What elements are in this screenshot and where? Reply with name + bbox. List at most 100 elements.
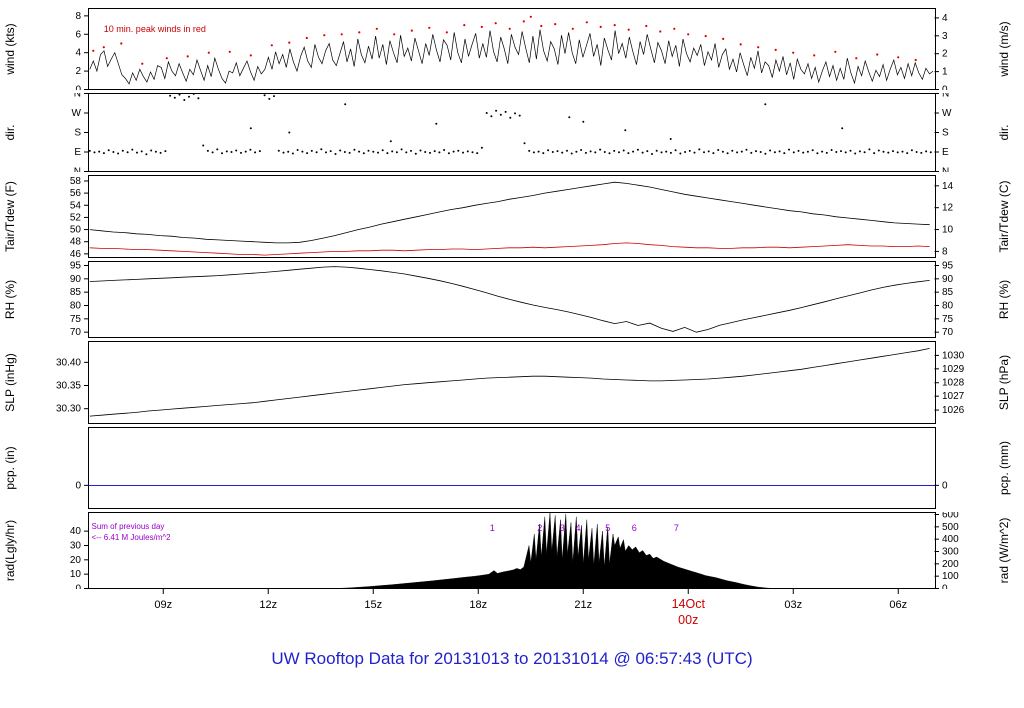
svg-text:10: 10	[70, 569, 82, 580]
svg-text:30.35: 30.35	[56, 381, 81, 392]
svg-text:40: 40	[70, 526, 82, 537]
svg-text:75: 75	[70, 314, 82, 325]
svg-text:N: N	[74, 93, 81, 100]
svg-text:95: 95	[70, 261, 82, 272]
svg-text:rad (W/m^2): rad (W/m^2)	[997, 518, 1011, 584]
svg-text:58: 58	[70, 176, 82, 187]
svg-text:200: 200	[942, 559, 959, 570]
svg-text:N: N	[942, 93, 949, 100]
svg-text:N: N	[74, 167, 81, 173]
svg-text:7: 7	[674, 523, 679, 533]
temp-panel: 58 56 54 52 50 48 46 14 12 10 8 Tair/Tdew (F) Tair/T…	[0, 175, 1024, 258]
svg-text:4: 4	[75, 48, 81, 59]
svg-text:E: E	[74, 147, 81, 158]
svg-text:W: W	[942, 108, 952, 119]
svg-text:75: 75	[942, 314, 954, 325]
svg-text:48: 48	[70, 237, 82, 248]
svg-text:rad(Lgly/hr): rad(Lgly/hr)	[3, 520, 17, 581]
svg-text:0: 0	[75, 85, 81, 91]
svg-text:wind (m/s): wind (m/s)	[997, 21, 1011, 77]
svg-text:09z: 09z	[154, 599, 172, 611]
svg-text:<-- 6.41 M Joules/m^2: <-- 6.41 M Joules/m^2	[92, 533, 172, 542]
svg-text:W: W	[72, 108, 82, 119]
svg-text:8: 8	[75, 11, 81, 22]
svg-text:30.30: 30.30	[56, 404, 81, 415]
svg-text:0: 0	[942, 584, 948, 590]
svg-text:0: 0	[75, 480, 81, 491]
svg-text:0: 0	[942, 480, 948, 491]
svg-text:4: 4	[942, 13, 948, 24]
pcp-chart: 0 0 pcp. (in) pcp. (mm)	[3, 427, 1011, 509]
svg-text:wind (kts): wind (kts)	[3, 23, 17, 75]
svg-text:20: 20	[70, 555, 82, 566]
svg-text:0: 0	[75, 584, 81, 590]
pcp-panel: 0 0 pcp. (in) pcp. (mm)	[0, 427, 1024, 509]
svg-text:18z: 18z	[469, 599, 487, 611]
svg-text:14Oct: 14Oct	[672, 597, 706, 611]
svg-text:S: S	[942, 128, 949, 139]
rh-chart: 95 90 85 80 75 70 95 90 85 80 75 70 RH (%) RH (%)	[3, 261, 1011, 338]
svg-text:3: 3	[560, 523, 565, 533]
svg-text:14: 14	[942, 181, 954, 192]
svg-text:Sum of previous day: Sum of previous day	[92, 522, 165, 531]
svg-text:4: 4	[575, 523, 580, 533]
figure: 0 2 4 6 8 0 1 2 3 4 wind (kts) wind (m/s) 10 min. pe…	[0, 8, 1024, 635]
rad-panel: 40 30 20 10 0 600 500 400 300 200 100 0 rad(Lgly/hr)…	[0, 512, 1024, 589]
svg-text:30: 30	[70, 540, 82, 551]
svg-text:10: 10	[942, 225, 954, 236]
svg-text:RH (%): RH (%)	[3, 280, 17, 319]
svg-text:50: 50	[70, 225, 82, 236]
svg-text:SLP (inHg): SLP (inHg)	[3, 353, 17, 411]
svg-text:56: 56	[70, 188, 82, 199]
svg-text:1027: 1027	[942, 391, 965, 402]
x-axis: 09z 12z 15z 18z 21z 14Oct 00z 03z 06z	[0, 589, 1024, 635]
svg-text:52: 52	[70, 212, 82, 223]
svg-text:1026: 1026	[942, 405, 965, 416]
svg-text:21z: 21z	[574, 599, 592, 611]
svg-text:2: 2	[942, 49, 948, 60]
weather-dashboard: 0 2 4 6 8 0 1 2 3 4 wind (kts) wind (m/s) 10 min. pe…	[0, 8, 1024, 669]
svg-text:N: N	[942, 167, 949, 173]
svg-text:90: 90	[70, 274, 82, 285]
slp-panel: 30.40 30.35 30.30 1030 1029 1028 1027 1026 SLP (…	[0, 341, 1024, 424]
svg-text:90: 90	[942, 274, 954, 285]
svg-text:12z: 12z	[259, 599, 277, 611]
svg-text:SLP (hPa): SLP (hPa)	[997, 355, 1011, 410]
svg-text:95: 95	[942, 261, 954, 272]
svg-text:5: 5	[605, 523, 610, 533]
svg-text:6: 6	[75, 29, 81, 40]
svg-text:03z: 03z	[784, 599, 802, 611]
wind-chart: 0 2 4 6 8 0 1 2 3 4 wind (kts) wind (m/s) 10 min. pe…	[3, 8, 1011, 91]
svg-text:10 min. peak winds in red: 10 min. peak winds in red	[104, 24, 206, 34]
svg-text:3: 3	[942, 31, 948, 42]
svg-text:Tair/Tdew (C): Tair/Tdew (C)	[997, 180, 1011, 252]
svg-text:8: 8	[942, 246, 948, 257]
svg-text:85: 85	[942, 287, 954, 298]
svg-text:500: 500	[942, 522, 959, 533]
svg-text:30.40: 30.40	[56, 357, 81, 368]
svg-text:54: 54	[70, 200, 82, 211]
svg-text:80: 80	[70, 301, 82, 312]
wind-panel: 0 2 4 6 8 0 1 2 3 4 wind (kts) wind (m/s) 10 min. pe…	[0, 8, 1024, 90]
x-axis-labels: 09z 12z 15z 18z 21z 14Oct 00z 03z 06z	[154, 589, 907, 627]
rh-panel: 95 90 85 80 75 70 95 90 85 80 75 70 RH (%) RH (%)	[0, 261, 1024, 338]
svg-text:46: 46	[70, 249, 82, 258]
svg-text:1: 1	[942, 67, 948, 78]
svg-text:2: 2	[537, 523, 542, 533]
svg-text:100: 100	[942, 571, 959, 582]
svg-text:400: 400	[942, 534, 959, 545]
svg-text:Tair/Tdew (F): Tair/Tdew (F)	[3, 181, 17, 252]
svg-text:12: 12	[942, 203, 954, 214]
svg-text:1: 1	[490, 523, 495, 533]
svg-text:80: 80	[942, 301, 954, 312]
figure-title: UW Rooftop Data for 20131013 to 20131014…	[271, 649, 753, 668]
slp-chart: 30.40 30.35 30.30 1030 1029 1028 1027 1026 SLP (…	[3, 341, 1011, 424]
svg-text:2: 2	[75, 66, 81, 77]
svg-text:06z: 06z	[889, 599, 907, 611]
svg-text:dir.: dir.	[3, 124, 17, 140]
svg-text:00z: 00z	[678, 613, 698, 627]
svg-text:70: 70	[942, 327, 954, 338]
